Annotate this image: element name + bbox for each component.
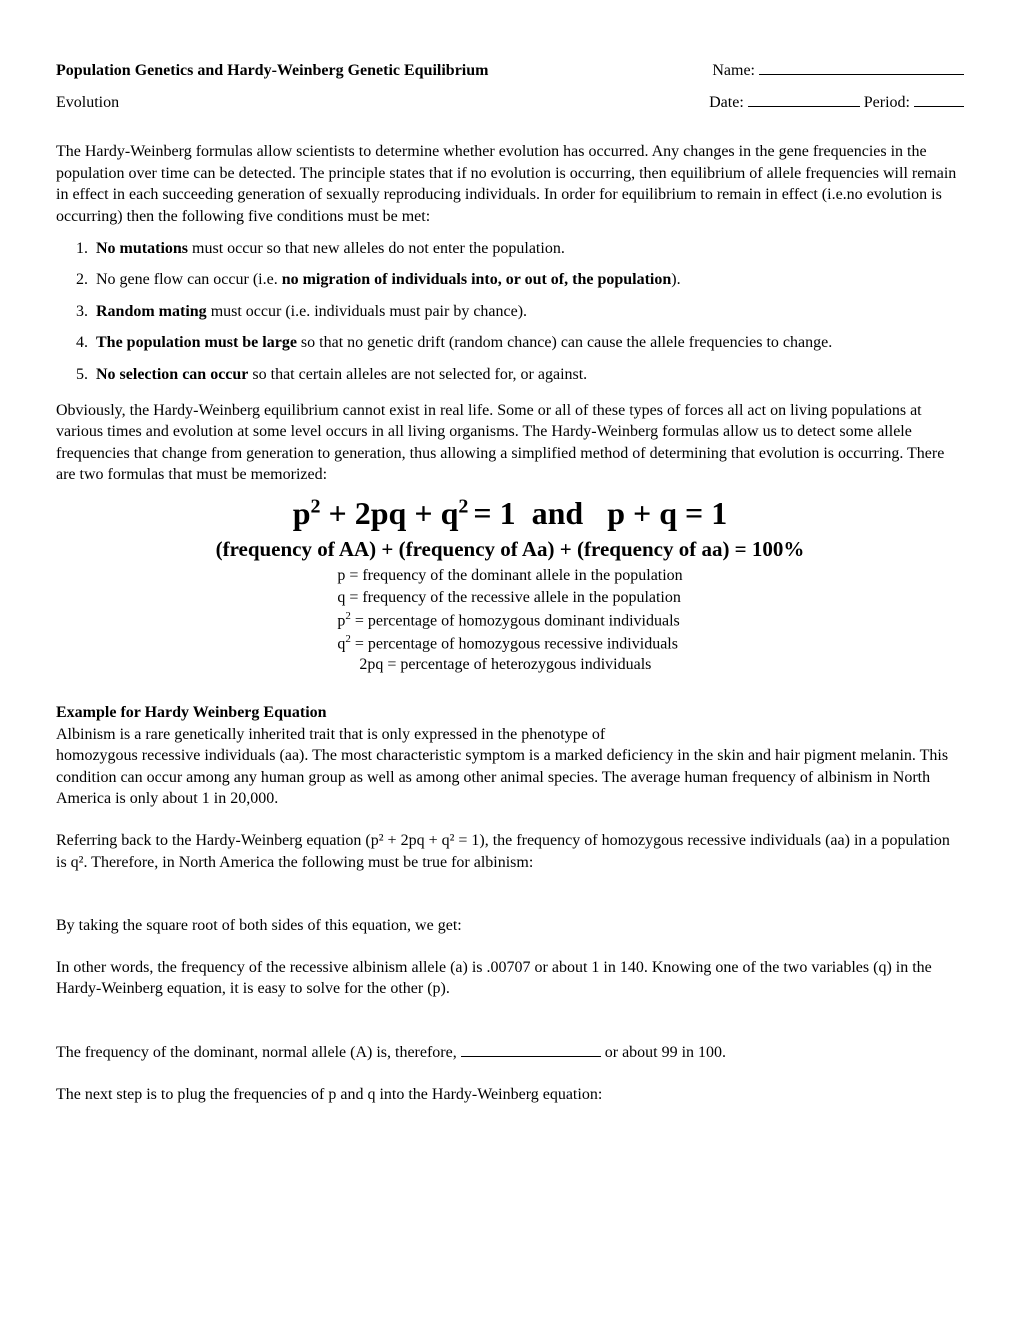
date-label: Date: <box>709 92 744 114</box>
condition-5-rest: so that certain alleles are not selected… <box>248 366 587 383</box>
period-input-line[interactable] <box>914 106 964 107</box>
header-row: Population Genetics and Hardy-Weinberg G… <box>56 60 964 82</box>
frequency-equation: (frequency of AA) + (frequency of Aa) + … <box>56 535 964 563</box>
period-label: Period: <box>864 92 910 114</box>
example-para4: In other words, the frequency of the rec… <box>56 957 964 1000</box>
condition-2-end: ). <box>671 271 680 288</box>
example-para6: The next step is to plug the frequencies… <box>56 1084 964 1106</box>
condition-1-rest: must occur so that new alleles do not en… <box>188 240 565 257</box>
page-title: Population Genetics and Hardy-Weinberg G… <box>56 60 488 82</box>
condition-2-start: No gene flow can occur (i.e. <box>96 271 282 288</box>
condition-3: Random mating must occur (i.e. individua… <box>92 301 964 323</box>
main-equation: p2 + 2pq + q2 = 1 and p + q = 1 <box>56 492 964 535</box>
condition-2: No gene flow can occur (i.e. no migratio… <box>92 269 964 291</box>
condition-4-bold: The population must be large <box>96 334 297 351</box>
condition-3-rest: must occur (i.e. individuals must pair b… <box>207 303 527 320</box>
condition-5: No selection can occur so that certain a… <box>92 364 964 386</box>
example-para2: Referring back to the Hardy-Weinberg equ… <box>56 830 964 873</box>
def-p2: p2 = percentage of homozygous dominant i… <box>337 609 682 632</box>
condition-5-bold: No selection can occur <box>96 366 248 383</box>
middle-paragraph: Obviously, the Hardy-Weinberg equilibriu… <box>56 400 964 486</box>
equation-block: p2 + 2pq + q2 = 1 and p + q = 1 (frequen… <box>56 492 964 676</box>
subtitle-row: Evolution Date: Period: <box>56 92 964 114</box>
condition-1: No mutations must occur so that new alle… <box>92 238 964 260</box>
name-field-container: Name: <box>712 60 964 82</box>
condition-4: The population must be large so that no … <box>92 332 964 354</box>
name-label: Name: <box>712 60 755 82</box>
intro-paragraph: The Hardy-Weinberg formulas allow scient… <box>56 141 964 227</box>
example-para1a: Albinism is a rare genetically inherited… <box>56 724 964 746</box>
condition-1-bold: No mutations <box>96 240 188 257</box>
def-q2-rest: = percentage of homozygous recessive ind… <box>351 635 678 652</box>
example-para3: By taking the square root of both sides … <box>56 915 964 937</box>
answer-blank[interactable] <box>461 1056 601 1057</box>
definitions: p = frequency of the dominant allele in … <box>337 565 682 676</box>
example-para5-end: or about 99 in 100. <box>601 1044 726 1061</box>
example-para5: The frequency of the dominant, normal al… <box>56 1042 964 1064</box>
example-para5-start: The frequency of the dominant, normal al… <box>56 1044 461 1061</box>
subtitle: Evolution <box>56 92 119 114</box>
def-q2: q2 = percentage of homozygous recessive … <box>337 632 682 655</box>
example-title: Example for Hardy Weinberg Equation <box>56 702 964 724</box>
condition-2-bold: no migration of individuals into, or out… <box>282 271 672 288</box>
def-q: q = frequency of the recessive allele in… <box>337 587 682 609</box>
condition-3-bold: Random mating <box>96 303 207 320</box>
name-input-line[interactable] <box>759 74 964 75</box>
def-p2-rest: = percentage of homozygous dominant indi… <box>351 612 680 629</box>
def-p: p = frequency of the dominant allele in … <box>337 565 682 587</box>
date-period-container: Date: Period: <box>709 92 964 114</box>
def-2pq: 2pq = percentage of heterozygous individ… <box>337 654 682 676</box>
date-input-line[interactable] <box>748 106 860 107</box>
condition-4-rest: so that no genetic drift (random chance)… <box>297 334 832 351</box>
example-para1b: homozygous recessive individuals (aa). T… <box>56 745 964 810</box>
conditions-list: No mutations must occur so that new alle… <box>56 238 964 386</box>
